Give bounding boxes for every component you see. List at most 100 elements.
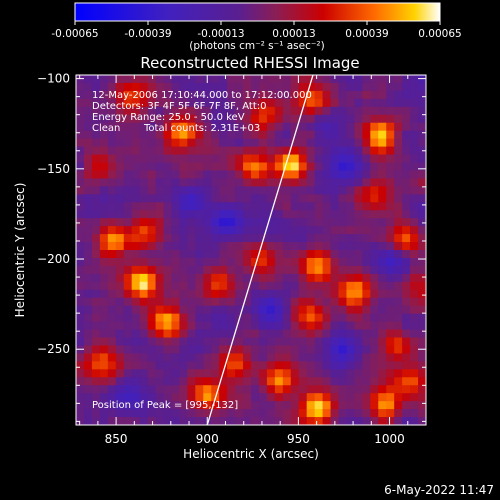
footer-timestamp: 6-May-2022 11:47 [384, 483, 494, 497]
heatmap-cell [107, 210, 117, 219]
heatmap-cell [338, 170, 347, 179]
heatmap-cell [76, 106, 85, 116]
heatmap-cell [346, 369, 355, 378]
heatmap-cell [243, 146, 252, 155]
heatmap-cell [219, 162, 228, 171]
heatmap-cell [91, 186, 101, 195]
heatmap-cell [322, 202, 331, 211]
heatmap-cell [346, 417, 355, 425]
heatmap-cell [83, 250, 93, 259]
heatmap-cell [298, 170, 308, 179]
heatmap-cell [187, 122, 196, 132]
heatmap-cell [235, 401, 244, 410]
heatmap-cell [115, 210, 125, 219]
heatmap-cell [258, 194, 268, 203]
heatmap-cell [362, 186, 371, 195]
heatmap-cell [402, 114, 411, 124]
heatmap-cell [338, 154, 347, 163]
heatmap-cell [227, 417, 236, 425]
heatmap-cell [99, 75, 109, 84]
heatmap-cell [394, 122, 403, 132]
heatmap-cell [155, 329, 164, 338]
heatmap-cell [330, 273, 339, 283]
heatmap-cell [243, 417, 252, 425]
heatmap-cell [76, 313, 85, 322]
heatmap-cell [330, 162, 339, 171]
heatmap-cell [362, 313, 371, 322]
heatmap-cell [362, 154, 371, 163]
heatmap-cell [99, 202, 109, 211]
heatmap-cell [410, 218, 419, 227]
heatmap-cell [211, 98, 220, 108]
heatmap-cell [266, 345, 276, 354]
heatmap-cell [354, 265, 363, 275]
heatmap-cell [123, 98, 133, 108]
heatmap-cell [76, 82, 85, 92]
heatmap-cell [235, 146, 244, 155]
heatmap-cell [354, 417, 363, 425]
heatmap-cell [76, 305, 85, 315]
heatmap-cell [139, 75, 148, 84]
heatmap-cell [258, 154, 268, 163]
heatmap-cell [362, 250, 371, 259]
heatmap-cell [139, 106, 148, 116]
heatmap-cell [203, 393, 212, 402]
heatmap-cell [362, 75, 371, 84]
heatmap-cell [115, 234, 125, 243]
heatmap-cell [107, 114, 117, 124]
heatmap-cell [402, 417, 411, 425]
heatmap-cell [290, 377, 300, 386]
heatmap-cell [187, 234, 196, 243]
heatmap-cell [418, 377, 426, 386]
heatmap-cell [195, 321, 204, 330]
heatmap-cell [91, 321, 101, 330]
heatmap-cell [227, 281, 236, 291]
heatmap-cell [235, 353, 244, 362]
heatmap-cell [370, 194, 379, 203]
heatmap-cell [211, 385, 220, 394]
heatmap-cell [370, 242, 379, 251]
heatmap-cell [83, 401, 93, 410]
heatmap-cell [274, 321, 284, 330]
heatmap-cell [147, 313, 156, 322]
heatmap-cell [330, 226, 339, 235]
heatmap-cell [418, 154, 426, 163]
heatmap-cell [107, 329, 117, 338]
heatmap-cell [266, 385, 276, 394]
heatmap-cell [107, 146, 117, 155]
heatmap-cell [187, 377, 196, 386]
heatmap-cell [410, 321, 419, 330]
heatmap-cell [346, 210, 355, 219]
heatmap-cell [163, 281, 172, 291]
heatmap-cell [402, 138, 411, 147]
heatmap-cell [187, 313, 196, 322]
heatmap-cell [195, 114, 204, 124]
heatmap-cell [338, 234, 347, 243]
heatmap-cell [147, 138, 156, 147]
heatmap-cell [314, 385, 323, 394]
heatmap-cell [171, 202, 180, 211]
heatmap-cell [306, 281, 316, 291]
heatmap-cell [290, 90, 300, 100]
heatmap-cell [266, 146, 276, 155]
heatmap-cell [290, 329, 300, 338]
heatmap-cell [378, 178, 387, 187]
heatmap-cell [370, 75, 379, 84]
heatmap-cell [314, 345, 323, 354]
heatmap-cell [147, 98, 156, 108]
heatmap-cell [306, 297, 316, 307]
heatmap-cell [211, 409, 220, 418]
heatmap-cell [378, 82, 387, 92]
heatmap-cell [410, 162, 419, 171]
heatmap-cell [251, 250, 260, 259]
heatmap-cell [290, 154, 300, 163]
heatmap-cell [195, 162, 204, 171]
heatmap-cell [386, 265, 395, 275]
heatmap-cell [338, 409, 347, 418]
heatmap-cell [266, 170, 276, 179]
heatmap-cell [99, 250, 109, 259]
heatmap-cell [219, 146, 228, 155]
heatmap-cell [219, 234, 228, 243]
heatmap-cell [203, 305, 212, 315]
heatmap-cells [76, 75, 426, 425]
